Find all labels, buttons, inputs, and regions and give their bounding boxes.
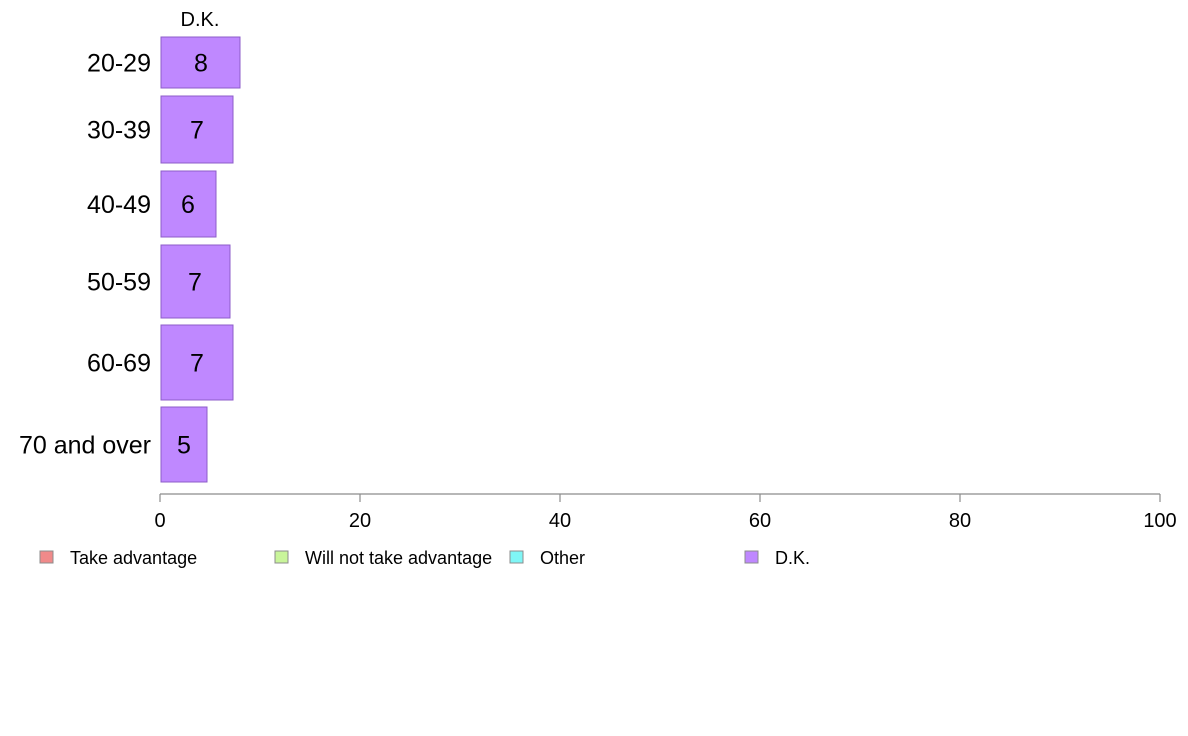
legend-swatch bbox=[744, 550, 759, 564]
bar-70-and-over bbox=[160, 406, 208, 483]
category-label: 30-39 bbox=[87, 117, 151, 145]
legend-swatch bbox=[509, 550, 524, 564]
bar-value-label: 5 bbox=[177, 432, 191, 460]
bar-value-label: 6 bbox=[181, 191, 195, 219]
legend-label: Take advantage bbox=[70, 548, 197, 568]
legend-label: D.K. bbox=[775, 548, 810, 568]
bar-50-59 bbox=[160, 244, 231, 319]
x-tick-label: 80 bbox=[949, 510, 971, 532]
category-label: 50-59 bbox=[87, 269, 151, 297]
category-label: 40-49 bbox=[87, 191, 151, 219]
category-label: 60-69 bbox=[87, 350, 151, 378]
category-label: 70 and over bbox=[19, 432, 151, 460]
bar-60-69 bbox=[160, 324, 234, 401]
category-label: 20-29 bbox=[87, 50, 151, 78]
category-labels-group: 20-29 30-39 40-49 50-59 60-69 70 and over bbox=[19, 50, 151, 460]
x-tick-label: 40 bbox=[549, 510, 571, 532]
panel-label: D.K. bbox=[181, 9, 220, 31]
x-tick-label: 0 bbox=[154, 510, 165, 532]
bar-value-label: 7 bbox=[190, 350, 204, 378]
bar-40-49 bbox=[160, 170, 217, 238]
legend-swatch bbox=[39, 550, 54, 564]
bar-value-label: 8 bbox=[194, 50, 208, 78]
bar-value-label: 7 bbox=[190, 117, 204, 145]
legend: Take advantage Will not take advantage Oth… bbox=[39, 548, 810, 568]
bars-group bbox=[160, 36, 241, 483]
legend-label: Will not take advantage bbox=[305, 548, 492, 568]
legend-label: Other bbox=[540, 548, 585, 568]
bar-value-label: 7 bbox=[188, 269, 202, 297]
legend-swatch bbox=[274, 550, 289, 564]
data-labels-group: 8 7 6 7 7 5 bbox=[177, 50, 208, 460]
bar-30-39 bbox=[160, 95, 234, 164]
x-tick-label: 100 bbox=[1143, 510, 1176, 532]
x-axis: 0 20 40 60 80 100 bbox=[154, 493, 1177, 532]
bar-20-29 bbox=[160, 36, 241, 89]
x-tick-label: 20 bbox=[349, 510, 371, 532]
x-tick-label: 60 bbox=[749, 510, 771, 532]
